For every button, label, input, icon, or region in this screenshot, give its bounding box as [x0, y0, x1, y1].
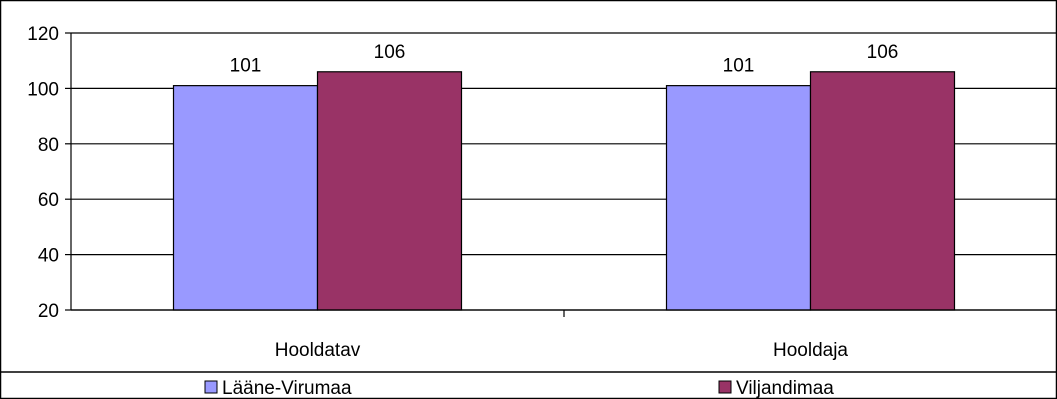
data-label: 101 [723, 56, 755, 77]
legend-swatch [718, 380, 732, 394]
legend-label: Lääne-Virumaa [222, 378, 352, 399]
y-tick-label: 100 [27, 79, 59, 100]
y-tick-label: 60 [38, 190, 59, 211]
y-tick-label: 80 [38, 135, 59, 156]
bars [172, 71, 956, 311]
labels: 20 40 60 80 100 120 101 106 Hooldatav 101 106 Hoold… [27, 24, 898, 361]
bar [665, 85, 812, 311]
data-label: 106 [867, 42, 899, 63]
y-tick-label: 20 [38, 301, 59, 322]
bar [316, 71, 463, 311]
bar [809, 71, 956, 311]
data-label: 101 [230, 56, 262, 77]
x-category-label: Hooldatav [275, 340, 361, 361]
y-tick-label: 120 [27, 24, 59, 45]
legend: Lääne-Virumaa Viljandimaa [204, 378, 834, 399]
x-category-label: Hooldaja [773, 340, 848, 361]
y-tick-label: 40 [38, 246, 59, 267]
axes [65, 32, 1057, 317]
legend-label: Viljandimaa [736, 378, 834, 399]
legend-swatch [204, 380, 218, 394]
data-label: 106 [374, 42, 406, 63]
bar [172, 85, 319, 311]
